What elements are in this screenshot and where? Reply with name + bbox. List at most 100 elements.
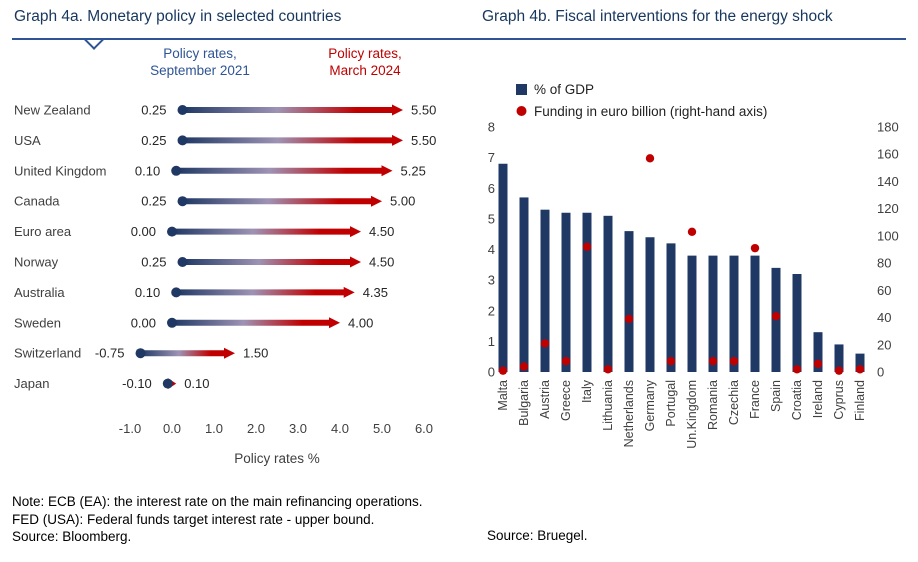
end-value-label: 4.50 bbox=[369, 224, 394, 239]
country-label: Canada bbox=[14, 194, 60, 209]
x-tick-label: 2.0 bbox=[247, 421, 265, 436]
category-label: Ireland bbox=[811, 380, 825, 418]
funding-legend-dot bbox=[516, 106, 527, 116]
right-axis-tick: 0 bbox=[877, 365, 884, 380]
country-label: Euro area bbox=[14, 224, 72, 239]
gdp-bar bbox=[561, 212, 571, 372]
end-value-label: 5.00 bbox=[390, 194, 415, 209]
left-axis-tick: 6 bbox=[488, 181, 495, 196]
end-value-label: 5.50 bbox=[411, 133, 436, 148]
gdp-bar bbox=[603, 215, 613, 372]
september-2021-dot bbox=[171, 165, 182, 176]
gdp-bar bbox=[687, 255, 697, 372]
funding-dot bbox=[750, 243, 760, 253]
footnotes: Note: ECB (EA): the interest rate on the… bbox=[12, 493, 422, 546]
end-value-label: 5.50 bbox=[411, 103, 436, 118]
category-label: Germany bbox=[643, 379, 657, 431]
legend-4a-line2: March 2024 bbox=[329, 63, 401, 78]
rate-change-bar bbox=[182, 137, 394, 144]
march-2024-arrow bbox=[392, 104, 403, 116]
left-axis-tick: 1 bbox=[488, 334, 495, 349]
x-tick-label: 6.0 bbox=[415, 421, 433, 436]
funding-dot bbox=[729, 356, 739, 366]
end-value-label: 4.50 bbox=[369, 255, 394, 270]
category-label: Romania bbox=[706, 380, 720, 430]
gdp-bar bbox=[582, 212, 592, 372]
september-2021-dot bbox=[135, 348, 146, 359]
left-axis-tick: 3 bbox=[488, 273, 495, 288]
left-axis-tick: 8 bbox=[488, 120, 495, 135]
start-value-label: -0.10 bbox=[122, 376, 152, 391]
rate-change-bar bbox=[176, 167, 384, 174]
funding-dot bbox=[519, 362, 529, 371]
gdp-bar bbox=[666, 243, 676, 372]
left-axis-tick: 4 bbox=[488, 242, 495, 257]
rate-change-bar bbox=[182, 259, 352, 265]
right-axis-tick: 180 bbox=[877, 120, 899, 135]
x-tick-label: 1.0 bbox=[205, 421, 223, 436]
march-2024-arrow bbox=[224, 347, 235, 359]
funding-dot bbox=[834, 366, 844, 375]
march-2024-arrow bbox=[350, 226, 361, 238]
march-2024-arrow bbox=[392, 134, 403, 146]
right-axis-tick: 120 bbox=[877, 201, 899, 216]
funding-dot bbox=[645, 154, 655, 163]
country-label: United Kingdom bbox=[14, 163, 107, 178]
rate-change-bar bbox=[140, 350, 226, 357]
gdp-bar bbox=[708, 255, 718, 372]
start-value-label: 0.10 bbox=[135, 285, 160, 300]
x-tick-label: 5.0 bbox=[373, 421, 391, 436]
gdp-bar bbox=[792, 274, 802, 372]
funding-legend-label: Funding in euro billion (right-hand axis… bbox=[534, 104, 767, 119]
category-label: France bbox=[748, 380, 762, 419]
country-label: Norway bbox=[14, 255, 59, 270]
end-value-label: 1.50 bbox=[243, 346, 268, 361]
legend-4a-line2: September 2021 bbox=[150, 63, 250, 78]
left-axis-tick: 5 bbox=[488, 211, 495, 226]
x-tick-label: -1.0 bbox=[119, 421, 141, 436]
country-label: Japan bbox=[14, 376, 49, 391]
march-2024-arrow bbox=[350, 256, 361, 268]
x-tick-label: 3.0 bbox=[289, 421, 307, 436]
funding-dot bbox=[813, 359, 823, 369]
category-label: Malta bbox=[496, 380, 510, 411]
funding-dot bbox=[708, 356, 718, 366]
legend-4a-line1: Policy rates, bbox=[163, 46, 237, 61]
september-2021-dot bbox=[177, 257, 188, 267]
funding-dot bbox=[687, 227, 697, 237]
september-2021-dot bbox=[167, 226, 177, 237]
funding-dot bbox=[792, 365, 802, 374]
rate-change-bar bbox=[176, 289, 346, 296]
right-axis-tick: 80 bbox=[877, 256, 891, 271]
category-label: Lithuania bbox=[601, 380, 615, 431]
category-label: Croatia bbox=[790, 380, 804, 420]
funding-dot bbox=[582, 242, 592, 251]
left-axis-tick: 2 bbox=[488, 303, 495, 318]
march-2024-arrow bbox=[343, 286, 355, 298]
funding-dot bbox=[771, 311, 781, 321]
rate-change-bar bbox=[172, 319, 331, 326]
september-2021-dot bbox=[162, 378, 173, 389]
source-right: Source: Bruegel. bbox=[487, 528, 588, 543]
right-axis-tick: 100 bbox=[877, 228, 899, 243]
country-label: Sweden bbox=[14, 315, 61, 330]
start-value-label: 0.25 bbox=[141, 103, 166, 118]
x-axis-title: Policy rates % bbox=[234, 451, 320, 466]
x-tick-label: 0.0 bbox=[163, 421, 181, 436]
graph4b-title: Graph 4b. Fiscal interventions for the e… bbox=[482, 8, 833, 25]
rate-change-bar bbox=[182, 107, 394, 113]
funding-dot bbox=[855, 365, 865, 374]
country-label: Switzerland bbox=[14, 346, 81, 361]
gdp-bar bbox=[834, 344, 844, 372]
category-label: Cyprus bbox=[832, 380, 846, 420]
note-line-1: Note: ECB (EA): the interest rate on the… bbox=[12, 494, 423, 509]
september-2021-dot bbox=[177, 196, 188, 207]
start-value-label: -0.75 bbox=[95, 346, 125, 361]
funding-dot bbox=[498, 366, 508, 375]
start-value-label: 0.00 bbox=[131, 315, 156, 330]
end-value-label: 4.35 bbox=[363, 285, 388, 300]
category-label: Italy bbox=[580, 379, 594, 403]
note-line-2: FED (USA): Federal funds target interest… bbox=[12, 511, 375, 527]
funding-dot bbox=[540, 339, 550, 348]
end-value-label: 0.10 bbox=[184, 376, 209, 391]
